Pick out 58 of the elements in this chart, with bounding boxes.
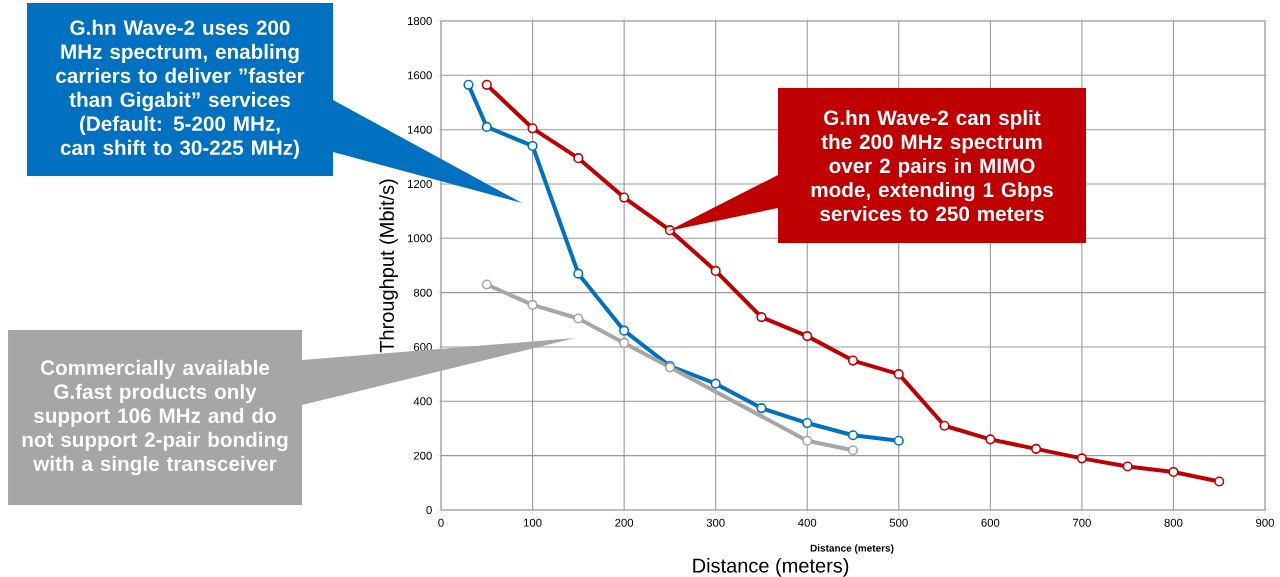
point (756, 312, 767, 323)
point (619, 192, 630, 203)
point (847, 430, 859, 441)
text: Commercially available G.fast products only support 106 MHz and do not support 2-pair bonding with a single transceiver (22, 359, 288, 476)
point (1168, 466, 1179, 478)
point (573, 153, 584, 164)
point (527, 123, 538, 134)
x-tick-label: 700 (1073, 518, 1091, 527)
text: Distance (meters) (810, 544, 894, 554)
x-tick-label: 200 (615, 518, 634, 527)
point (985, 434, 996, 445)
x-tick-label: 800 (1164, 518, 1183, 527)
x-tick-label: 100 (523, 518, 542, 527)
x-tick-label: 400 (798, 518, 817, 527)
x-axis-title: Distance (meters) (693, 558, 849, 577)
point (1076, 453, 1087, 464)
x-tick-label: 900 (1256, 518, 1274, 527)
point (481, 279, 492, 290)
point (527, 299, 538, 310)
point (481, 79, 492, 90)
point (664, 225, 675, 236)
point (802, 417, 813, 429)
annotation: G.hn Wave-2 can split the 200 MHz spectrum over 2 pairs in MIMO mode, extending 1 Gbps services to 250 meters (811, 109, 1053, 222)
point (573, 268, 584, 279)
y-tick-label: 800 (413, 288, 432, 297)
y-tick-label: 1000 (407, 234, 432, 243)
point (1031, 443, 1042, 454)
y-tick-label: 1400 (407, 125, 432, 134)
point (847, 445, 859, 456)
x-tick-label: 600 (981, 518, 1000, 527)
point (756, 403, 767, 414)
y-tick-label: 200 (413, 451, 432, 460)
point (893, 369, 904, 380)
x-tick-label: 0 (438, 518, 444, 527)
point (481, 121, 492, 133)
point (939, 420, 950, 431)
y-tick-label: 1200 (407, 179, 432, 188)
point (1122, 461, 1133, 472)
point (527, 140, 538, 152)
y-tick-label: 0 (426, 505, 432, 514)
point (710, 265, 721, 276)
point (710, 378, 721, 389)
y-tick-label: 1600 (407, 71, 432, 80)
x-tick-label: 300 (706, 518, 725, 527)
point (619, 325, 630, 336)
point (573, 313, 584, 324)
y-tick-label: 400 (413, 397, 432, 406)
point (847, 355, 859, 366)
point (463, 79, 474, 90)
y-axis-title: Throughput (Mbit/s) (379, 179, 398, 353)
point (619, 337, 630, 348)
point (893, 435, 904, 446)
y-tick-label: 1800 (407, 16, 432, 25)
x-tick-label: 500 (889, 518, 908, 527)
point (1214, 476, 1225, 487)
text: G.hn Wave-2 uses 200 MHz spectrum, enabling carriers to deliver ”faster than Gigabit” services (Default: 5-200 MHz, can shift to 30-225 MHz) (56, 19, 305, 160)
point (802, 435, 813, 446)
point (802, 331, 813, 342)
